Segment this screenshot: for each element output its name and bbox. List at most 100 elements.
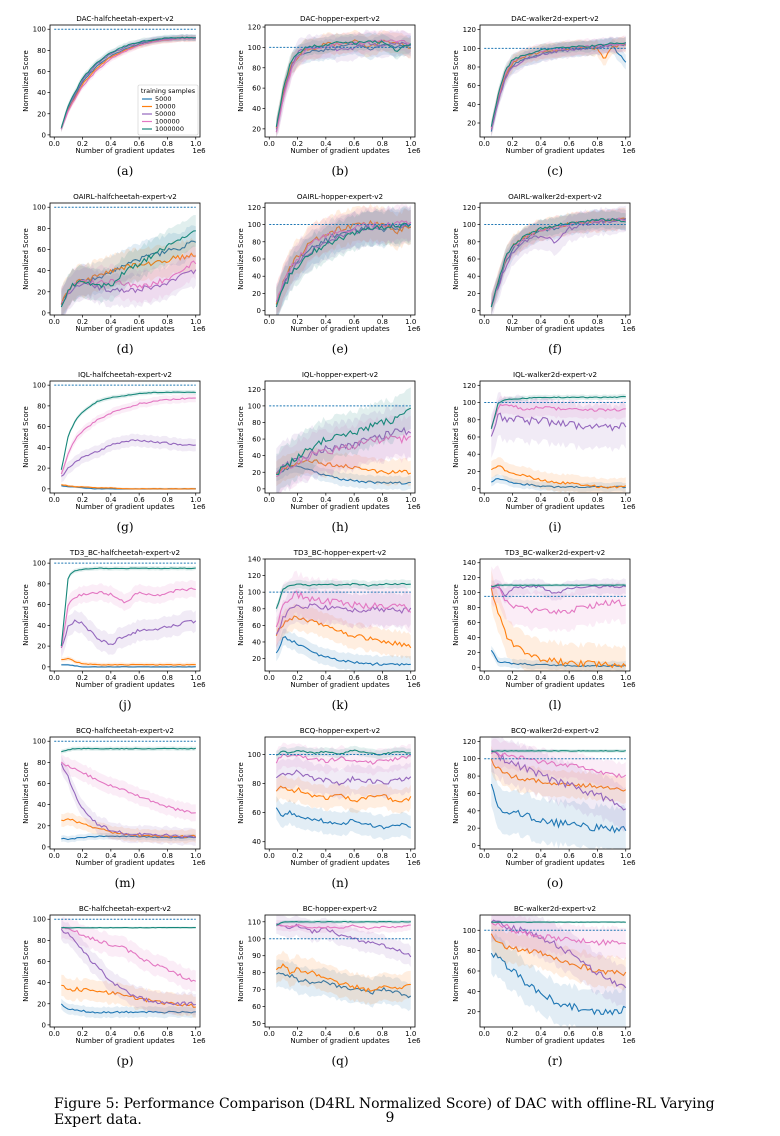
x-tick-label: 1.0 — [190, 318, 201, 326]
series-line-50000 — [60, 439, 196, 477]
x-axis-label: Number of gradient updates — [75, 325, 175, 333]
x-tick-label: 1.0 — [405, 1030, 416, 1038]
x-tick-label: 0.2 — [507, 140, 518, 148]
y-axis-label: Normalized Score — [22, 584, 30, 646]
chart-svg: TD3_BC-walker2d-expert-v2 0.0 0.2 0.4 0.6 0.8… — [452, 548, 636, 712]
x-tick-label: 0.6 — [349, 1030, 361, 1038]
chart-svg: IQL-hopper-expert-v2 0.0 0.2 0.4 0.6 0.8 1.01e… — [237, 370, 421, 534]
legend-entry: 100000 — [155, 118, 180, 126]
series-group — [490, 915, 627, 1027]
plot-frame — [479, 24, 631, 138]
series-group — [275, 915, 412, 1012]
chart-panel: OAIRL-halfcheetah-expert-v2 0.0 0.2 0.4 0.6 0… — [0, 188, 214, 366]
x-axis-multiplier: 1e6 — [192, 1037, 206, 1045]
y-tick-label: 100 — [33, 204, 46, 212]
y-tick-label: 40 — [467, 634, 476, 642]
series-line-1000000 — [61, 747, 196, 753]
series-line-50000 — [60, 269, 197, 306]
series-line-10000 — [61, 484, 196, 490]
x-tick-label: 0.8 — [377, 496, 388, 504]
series-group — [275, 29, 412, 138]
y-tick-label: 100 — [248, 935, 261, 943]
y-tick-label: 0 — [42, 485, 46, 493]
y-tick-label: 90 — [252, 952, 261, 960]
series-band-100000 — [491, 35, 626, 136]
series-band-100000 — [491, 565, 626, 633]
x-tick-label: 0.6 — [134, 318, 146, 326]
chart-panel: BCQ-walker2d-expert-v2 0.0 0.2 0.4 0.6 0.8 1.0… — [430, 722, 644, 900]
x-tick-label: 0.2 — [292, 852, 303, 860]
y-tick-label: 60 — [252, 85, 261, 93]
y-tick-label: 40 — [37, 89, 46, 97]
x-tick-label: 0.6 — [564, 1030, 576, 1038]
series-line-5000 — [490, 952, 627, 1016]
x-tick-label: 0.2 — [292, 496, 303, 504]
y-tick-label: 40 — [252, 105, 261, 113]
y-tick-label: 60 — [37, 601, 46, 609]
series-line-10000 — [61, 984, 196, 1008]
y-tick-label: 120 — [463, 574, 476, 582]
x-tick-label: 0.2 — [507, 852, 518, 860]
x-tick-label: 0.0 — [264, 674, 275, 682]
series-line-1000000 — [275, 222, 412, 308]
series-line-5000 — [276, 972, 412, 999]
x-tick-label: 0.6 — [134, 1030, 146, 1038]
y-tick-label: 0 — [257, 307, 261, 315]
y-tick-label: 60 — [37, 780, 46, 788]
series-line-100000 — [490, 42, 626, 129]
chart-svg: BC-hopper-expert-v2 0.0 0.2 0.4 0.6 0.8 1.01e6… — [237, 904, 421, 1068]
series-line-1000000 — [276, 920, 411, 926]
x-axis-label: Number of gradient updates — [290, 503, 390, 511]
y-axis-label: Normalized Score — [452, 228, 460, 290]
y-axis-label: Normalized Score — [237, 50, 245, 112]
x-axis-multiplier: 1e6 — [407, 681, 421, 689]
chart-title: DAC-hopper-expert-v2 — [300, 14, 380, 23]
y-tick-label: 40 — [467, 988, 476, 996]
x-axis-multiplier: 1e6 — [407, 859, 421, 867]
x-axis-label: Number of gradient updates — [75, 503, 175, 511]
x-tick-label: 0.0 — [264, 1030, 275, 1038]
series-line-100000 — [490, 217, 626, 305]
x-axis-label: Number of gradient updates — [505, 859, 605, 867]
x-tick-label: 0.8 — [162, 852, 173, 860]
series-line-100000 — [276, 923, 411, 930]
x-tick-label: 0.4 — [105, 1030, 117, 1038]
x-axis-label: Number of gradient updates — [75, 147, 175, 155]
x-tick-label: 0.0 — [49, 496, 60, 504]
chart-panel: TD3_BC-hopper-expert-v2 0.0 0.2 0.4 0.6 0.8 1.… — [215, 544, 429, 722]
series-line-1000000 — [275, 582, 411, 609]
series-line-10000 — [490, 465, 627, 489]
series-band-50000 — [491, 578, 626, 604]
y-tick-label: 80 — [467, 416, 476, 424]
series-line-50000 — [490, 919, 627, 989]
chart-title: BC-hopper-expert-v2 — [303, 904, 378, 913]
x-tick-label: 0.0 — [264, 140, 275, 148]
x-tick-label: 0.4 — [105, 140, 117, 148]
series-band-100000 — [276, 742, 411, 776]
x-axis-multiplier: 1e6 — [407, 503, 421, 511]
series-band-10000 — [276, 203, 411, 315]
x-tick-label: 0.8 — [377, 318, 388, 326]
series-band-5000 — [276, 33, 411, 138]
y-tick-label: 120 — [463, 26, 476, 34]
y-tick-label: 80 — [252, 419, 261, 427]
x-axis-label: Number of gradient updates — [75, 681, 175, 689]
series-group — [490, 737, 627, 849]
subfigure-label: (g) — [116, 520, 133, 534]
x-tick-label: 0.4 — [320, 496, 332, 504]
y-tick-label: 80 — [467, 947, 476, 955]
x-tick-label: 0.4 — [535, 318, 547, 326]
chart-panel: TD3_BC-walker2d-expert-v2 0.0 0.2 0.4 0.6 0.8… — [430, 544, 644, 722]
series-band-50000 — [276, 755, 411, 800]
x-tick-label: 0.8 — [377, 1030, 388, 1038]
series-line-1000000 — [490, 217, 626, 308]
x-tick-label: 0.0 — [479, 674, 490, 682]
x-tick-label: 0.0 — [49, 674, 60, 682]
series-band-1000000 — [276, 206, 411, 315]
x-axis-multiplier: 1e6 — [622, 503, 636, 511]
chart-panel: BC-hopper-expert-v2 0.0 0.2 0.4 0.6 0.8 1.0 1e6… — [215, 900, 429, 1078]
series-band-100000 — [491, 207, 626, 315]
series-line-50000 — [490, 43, 627, 131]
y-tick-label: 60 — [467, 82, 476, 90]
